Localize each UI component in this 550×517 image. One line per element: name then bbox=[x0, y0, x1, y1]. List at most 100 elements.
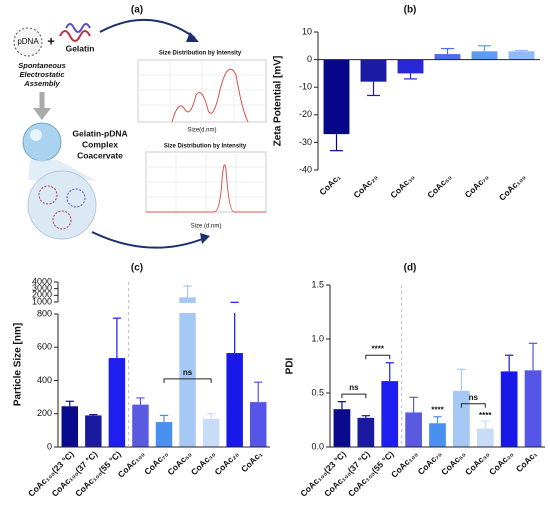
mini-title: Size Distribution by Intensity bbox=[159, 51, 242, 57]
mini-grid bbox=[138, 60, 266, 122]
bar bbox=[381, 381, 399, 447]
pdna-icon bbox=[13, 27, 43, 57]
x-tick-label: CoAc₃₀ bbox=[189, 449, 217, 477]
coacervate-sphere bbox=[22, 122, 62, 162]
bar bbox=[85, 415, 102, 447]
mini-curve bbox=[146, 164, 266, 213]
magnified-view bbox=[27, 170, 97, 240]
arrow bbox=[200, 233, 210, 244]
bar bbox=[360, 59, 387, 82]
annotation: ns bbox=[183, 368, 193, 377]
coacervate-text: Gelatin-pDNA bbox=[72, 128, 127, 138]
x-tick-label: CoAc₅₀ bbox=[439, 449, 467, 477]
y-tick-label: 0.5 bbox=[311, 387, 324, 397]
bar bbox=[434, 54, 461, 60]
x-tick-label: CoAc₅₀ bbox=[425, 172, 453, 200]
bar bbox=[397, 59, 424, 74]
bar bbox=[108, 358, 126, 447]
bar bbox=[476, 428, 494, 447]
gelatin-label: Gelatin bbox=[66, 43, 95, 53]
bar bbox=[471, 51, 498, 60]
x-tick-label: CoAc₅₀ bbox=[165, 449, 193, 477]
y-tick-label: 10 bbox=[302, 26, 312, 36]
annotation: **** bbox=[479, 411, 492, 420]
gelatin-icon bbox=[59, 30, 91, 42]
y-tick-label: 0 bbox=[47, 441, 52, 451]
arrow bbox=[33, 108, 51, 120]
schematic: pDNA + Gelatin Spontaneous Electrostatic… bbox=[13, 18, 267, 249]
bar bbox=[405, 412, 422, 447]
panel-label: (d) bbox=[404, 263, 417, 274]
panel-label: (b) bbox=[404, 5, 417, 16]
y-tick-label: 4000 bbox=[32, 276, 52, 286]
bar bbox=[333, 409, 351, 447]
axis-break bbox=[52, 303, 272, 313]
x-tick-label: CoAc₂₀ bbox=[351, 172, 379, 200]
bar bbox=[202, 418, 220, 447]
y-axis-label: PDI bbox=[285, 357, 296, 374]
coacervate-text: Coacervate bbox=[77, 150, 123, 160]
bar bbox=[429, 423, 446, 447]
x-tick-label: CoAc₁₀₀ bbox=[116, 449, 147, 480]
bar bbox=[357, 417, 375, 447]
bracket bbox=[460, 403, 486, 408]
y-tick-label: 600 bbox=[37, 342, 52, 352]
particle bbox=[66, 188, 86, 208]
y-tick-label: -20 bbox=[299, 109, 312, 119]
particle bbox=[52, 210, 72, 230]
x-tick-label: CoAc₇₀ bbox=[142, 449, 170, 477]
bar bbox=[61, 406, 79, 447]
annotation: **** bbox=[431, 406, 444, 415]
bar bbox=[132, 404, 149, 447]
arrow bbox=[99, 18, 196, 39]
bracket bbox=[365, 354, 391, 360]
bracket bbox=[163, 378, 212, 383]
bar bbox=[524, 370, 542, 447]
assembly-text: Electrostatic bbox=[19, 70, 65, 79]
y-tick-label: 3000 bbox=[32, 283, 52, 293]
mini-title: Size Distribution by Intensity bbox=[164, 144, 247, 150]
bar bbox=[453, 390, 470, 447]
x-tick-label: CoAc₁₀₀ bbox=[497, 172, 528, 203]
y-tick-label: 0.0 bbox=[311, 441, 324, 451]
x-tick-label: CoAc₁ bbox=[317, 172, 343, 198]
annotation: ns bbox=[349, 383, 359, 392]
y-axis-label: Zeta Potential [mV] bbox=[273, 56, 284, 147]
particle bbox=[38, 185, 58, 205]
annotation: **** bbox=[372, 344, 385, 353]
bar bbox=[179, 297, 196, 447]
bar bbox=[508, 51, 535, 60]
arrow bbox=[186, 32, 199, 42]
highlight bbox=[30, 129, 42, 141]
y-tick-label: -40 bbox=[299, 164, 312, 174]
x-tick-label: CoAc₁₀₀ bbox=[389, 449, 420, 480]
plus: + bbox=[47, 33, 55, 48]
arrow bbox=[91, 231, 206, 249]
x-tick-label: CoAc₇₀ bbox=[463, 172, 491, 200]
panel-label: (a) bbox=[131, 5, 143, 16]
y-tick-label: 2000 bbox=[32, 290, 52, 300]
mini-curve bbox=[171, 68, 249, 123]
annotation: ns bbox=[469, 393, 479, 402]
mini-xlabel: Size (d.nm) bbox=[191, 224, 222, 230]
y-tick-label: 1.5 bbox=[311, 279, 324, 289]
bar bbox=[323, 59, 350, 135]
gelatin-icon bbox=[65, 23, 91, 33]
x-tick-label: CoAc₃₀ bbox=[463, 449, 491, 477]
x-tick-label: CoAc₇₀ bbox=[416, 449, 444, 477]
x-tick-label: CoAc₁ bbox=[239, 449, 265, 475]
y-tick-label: 200 bbox=[37, 408, 52, 418]
bar bbox=[226, 353, 243, 447]
x-tick-label: CoAc₃₀ bbox=[388, 172, 416, 200]
y-tick-label: -30 bbox=[299, 137, 312, 147]
assembly-text: Assembly bbox=[23, 79, 60, 88]
y-tick-label: 400 bbox=[37, 375, 52, 385]
coacervate-text: Complex bbox=[82, 139, 118, 149]
pdna-label: pDNA bbox=[17, 37, 39, 46]
y-tick-label: 1000 bbox=[32, 296, 52, 306]
x-tick-label: CoAc₁ bbox=[514, 449, 540, 475]
x-tick-label: CoAc₂₀ bbox=[487, 449, 515, 477]
assembly-text: Spontaneous bbox=[18, 61, 66, 70]
bracket bbox=[341, 393, 367, 399]
